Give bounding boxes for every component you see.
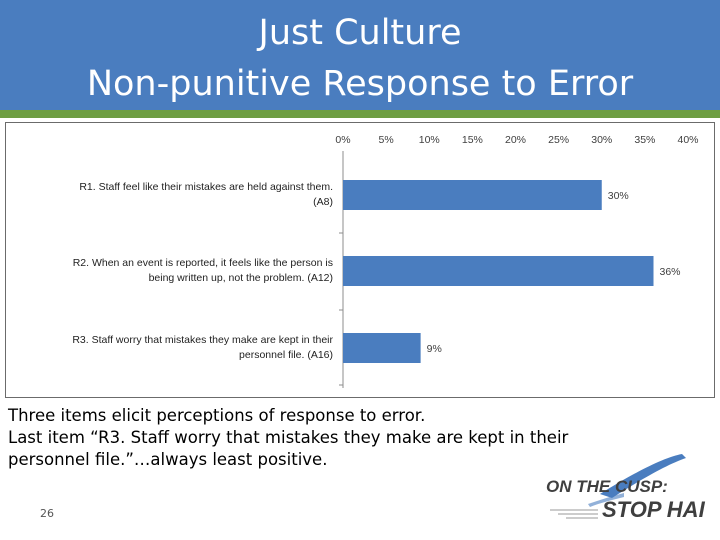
caption-line-2: Last item “R3. Staff worry that mistakes… [8, 428, 569, 447]
title-divider [0, 110, 720, 118]
category-label: personnel file. (A16) [239, 349, 333, 361]
bar-chart: 0% 5% 10% 15% 20% 25% 30% 35% 40% R1. Staff feel … [72, 134, 699, 388]
data-label: 36% [660, 266, 681, 278]
chart-frame: 0% 5% 10% 15% 20% 25% 30% 35% 40% R1. Staff feel … [5, 122, 715, 398]
x-tick-label: 40% [677, 134, 698, 146]
x-tick-label: 25% [548, 134, 569, 146]
bar [343, 256, 654, 286]
category-label: R2. When an event is reported, it feels … [73, 257, 333, 269]
category-label: R3. Staff worry that mistakes they make … [72, 334, 333, 346]
logo-swoosh-2 [588, 493, 624, 507]
page-number: 26 [40, 507, 54, 520]
bar [343, 333, 421, 363]
logo-line-1: ON THE CUSP: [546, 477, 668, 496]
x-tick-label: 35% [634, 134, 655, 146]
x-tick-label: 10% [419, 134, 440, 146]
slide-title-line-2: Non-punitive Response to Error [86, 64, 634, 104]
category-label: (A8) [313, 196, 333, 208]
title-bar: Just Culture Non-punitive Response to Er… [0, 0, 720, 110]
category-label: being written up, not the problem. (A12) [149, 272, 333, 284]
data-label: 9% [427, 343, 442, 355]
slide-title-line-1: Just Culture [258, 13, 462, 53]
logo-swoosh [600, 454, 686, 498]
x-tick-label: 30% [591, 134, 612, 146]
logo-line-2: STOP HAI [602, 497, 706, 522]
data-label: 30% [608, 190, 629, 202]
on-the-cusp-logo: ON THE CUSP: STOP HAI [540, 452, 718, 532]
bar [343, 180, 602, 210]
x-tick-label: 15% [462, 134, 483, 146]
x-tick-label: 5% [379, 134, 394, 146]
caption-line-3: personnel file.”…always least positive. [8, 450, 328, 469]
x-tick-label: 20% [505, 134, 526, 146]
caption-line-1: Three items elicit perceptions of respon… [8, 406, 426, 425]
x-tick-label: 0% [335, 134, 350, 146]
category-label: R1. Staff feel like their mistakes are h… [79, 181, 333, 193]
caption: Three items elicit perceptions of respon… [8, 405, 588, 471]
